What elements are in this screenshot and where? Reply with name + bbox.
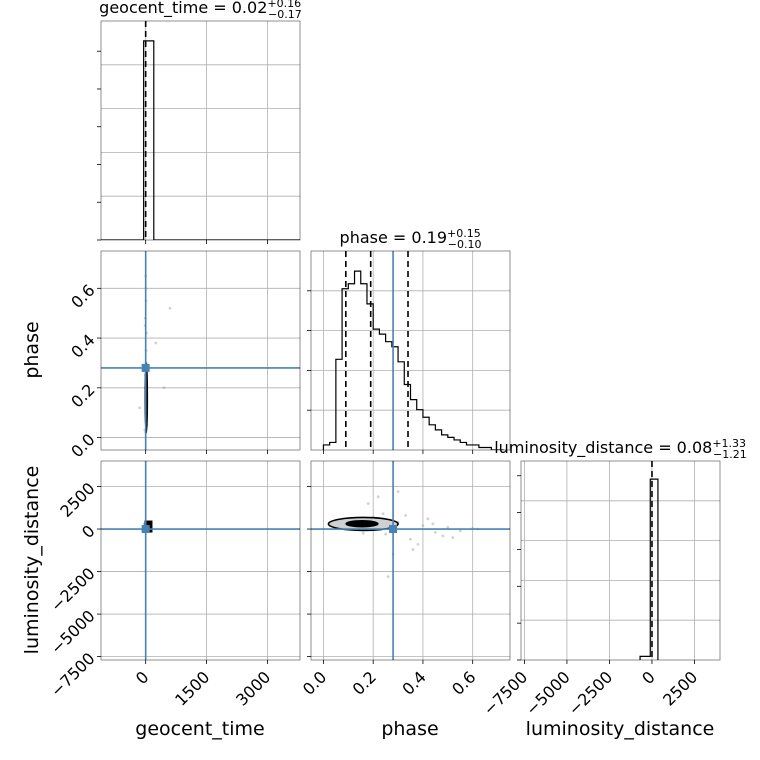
x-tick-label-luminosity-distance: 0 xyxy=(638,667,659,688)
scatter-point xyxy=(441,534,445,538)
phase-vs-geocent-time-panel: 0.0 0.2 0.4 0.6 xyxy=(67,250,301,461)
panel-content xyxy=(311,461,510,660)
scatter-point xyxy=(426,517,430,521)
scatter-point xyxy=(384,532,388,536)
truth-marker xyxy=(389,525,398,534)
truth-marker xyxy=(141,363,150,372)
title-main: phase = 0.19 xyxy=(340,228,447,247)
y-tick-label-luminosity-distance: −5000 xyxy=(47,606,99,658)
scatter-point xyxy=(168,306,172,310)
scatter-point xyxy=(411,548,415,551)
hist-luminosity-distance-panel: −7500−5000−2500 0 2500 luminosity_distance … xyxy=(480,437,747,719)
scatter-point xyxy=(409,537,412,541)
y-tick-label-luminosity-distance: −2500 xyxy=(47,564,99,616)
y-tick-label-phase: 0.0 xyxy=(67,430,98,461)
x-tick-label-geocent-time: 3000 xyxy=(232,667,274,709)
hist-geocent-time-panel: geocent_time = 0.02+0.16 −0.17 xyxy=(97,0,302,244)
x-tick-label-geocent-time: 1500 xyxy=(171,667,213,709)
title-plus: +0.16 xyxy=(267,0,301,10)
panel-content xyxy=(345,251,409,450)
scatter-point xyxy=(396,490,400,494)
x-axis-label-geocent-time: geocent_time xyxy=(135,718,264,740)
panel-frame xyxy=(100,250,301,451)
y-tick-label-phase: 0.4 xyxy=(67,330,98,361)
hist-geocent-time xyxy=(101,40,300,240)
dl-vs-phase-panel: 0.0 0.2 0.4 0.6 xyxy=(299,460,511,699)
title-minus: −1.21 xyxy=(713,448,747,461)
panel-frame xyxy=(310,250,511,451)
x-tick-label-luminosity-distance: −2500 xyxy=(565,667,617,719)
x-tick-label-luminosity-distance: 2500 xyxy=(659,667,701,709)
x-axis-label-luminosity-distance: luminosity_distance xyxy=(526,718,715,740)
scatter-point xyxy=(451,536,455,539)
panel-frame xyxy=(520,460,721,661)
scatter-point xyxy=(154,341,158,345)
title-plus: +0.15 xyxy=(447,227,481,240)
x-tick-label-phase: 0.4 xyxy=(398,667,429,698)
panel-content xyxy=(101,461,300,660)
x-tick-label-phase: 0.2 xyxy=(349,667,380,698)
scatter-point xyxy=(366,502,370,505)
y-tick-label-luminosity-distance: −7500 xyxy=(47,649,99,701)
scatter-point xyxy=(458,529,462,533)
y-tick-label-phase: 0.2 xyxy=(67,380,98,411)
x-tick-label-luminosity-distance: −5000 xyxy=(522,667,574,719)
hist-luminosity-distance xyxy=(639,478,659,660)
scatter-point xyxy=(162,386,166,390)
scatter-point xyxy=(138,406,141,410)
scatter-point xyxy=(421,524,425,528)
title-minus: −0.17 xyxy=(268,8,302,21)
y-tick-label-luminosity-distance: 0 xyxy=(78,521,99,542)
title-phase: phase = 0.19+0.15 −0.10 xyxy=(340,227,482,251)
y-tick-label-luminosity-distance: 2500 xyxy=(56,479,98,521)
scatter-point xyxy=(416,542,420,546)
y-tick-label-phase: 0.6 xyxy=(67,281,98,312)
y-axis-label-luminosity-distance: luminosity_distance xyxy=(21,466,43,655)
truth-marker xyxy=(141,525,150,534)
contour-dl-phase-inner xyxy=(345,520,379,528)
hist-phase-panel: phase = 0.19+0.15 −0.10 xyxy=(307,227,511,454)
scatter-point xyxy=(361,531,365,535)
scatter-point xyxy=(446,525,450,529)
panel-frame xyxy=(100,20,301,241)
scatter-point xyxy=(404,514,407,517)
panel-frame xyxy=(100,460,301,661)
y-axis-label-phase: phase xyxy=(21,321,43,378)
scatter-point xyxy=(386,575,390,579)
scatter-point xyxy=(381,512,385,516)
panel-frame xyxy=(310,460,511,661)
x-tick-label-luminosity-distance: −7500 xyxy=(480,667,532,719)
title-main: geocent_time = 0.02 xyxy=(99,0,267,18)
scatter-point xyxy=(431,522,435,526)
x-tick-label-phase: 0.6 xyxy=(448,667,479,698)
scatter-point xyxy=(433,531,437,534)
scatter-point xyxy=(376,495,380,499)
x-axis-label-phase: phase xyxy=(381,718,438,740)
title-main: luminosity_distance = 0.08 xyxy=(494,438,712,458)
title-plus: +1.33 xyxy=(712,437,746,450)
title-geocent-time: geocent_time = 0.02+0.16 −0.17 xyxy=(99,0,302,21)
panel-content xyxy=(101,251,300,450)
title-minus: −0.10 xyxy=(448,238,482,251)
title-luminosity-distance: luminosity_distance = 0.08+1.33 −1.21 xyxy=(494,437,747,461)
x-tick-label-phase: 0.0 xyxy=(299,667,330,698)
hist-phase xyxy=(322,270,504,450)
x-tick-label-geocent-time: 0 xyxy=(132,667,153,688)
